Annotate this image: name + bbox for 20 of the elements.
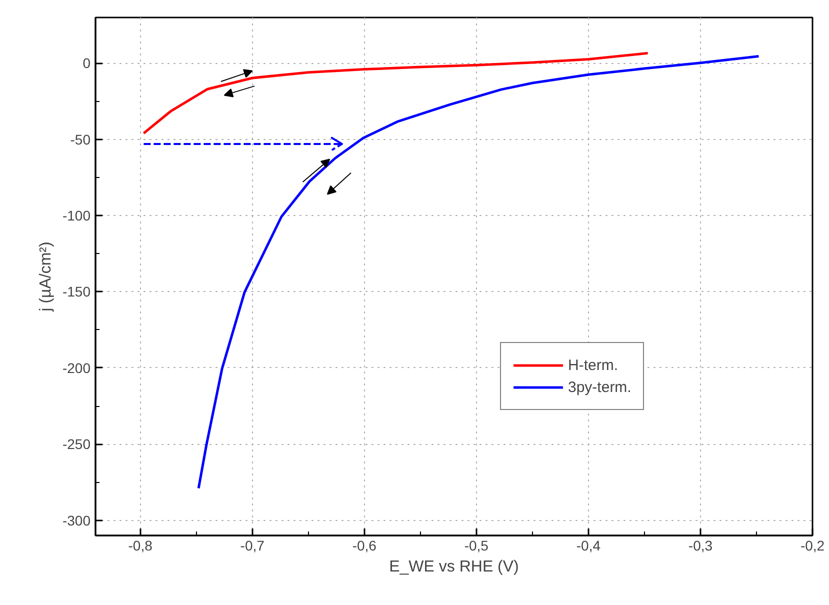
legend-label: H-term. <box>568 356 618 374</box>
x-tick-label: -0,2 <box>800 538 825 554</box>
y-tick-label: 0 <box>82 55 91 72</box>
x-tick-label: -0,8 <box>128 538 153 554</box>
y-tick-label: -150 <box>62 284 91 300</box>
line-series <box>197 54 760 490</box>
x-tick-label: -0,7 <box>240 538 265 554</box>
y-tick-label: -200 <box>62 360 91 376</box>
x-axis-title: E_WE vs RHE (V) <box>389 558 519 576</box>
y-tick-label: -100 <box>62 208 91 224</box>
y-tick-label: -300 <box>62 512 91 528</box>
y-axis-title: j (µA/cm²) <box>37 242 54 312</box>
legend-label: 3py-term. <box>568 378 632 396</box>
y-tick-label: -250 <box>62 436 91 452</box>
x-tick-label: -0,6 <box>352 538 377 554</box>
x-tick-label: -0,4 <box>576 538 601 554</box>
y-tick-label: -50 <box>70 131 91 148</box>
x-tick-label: -0,3 <box>688 538 713 554</box>
x-tick-label: -0,5 <box>464 538 489 554</box>
line-series <box>142 52 650 135</box>
